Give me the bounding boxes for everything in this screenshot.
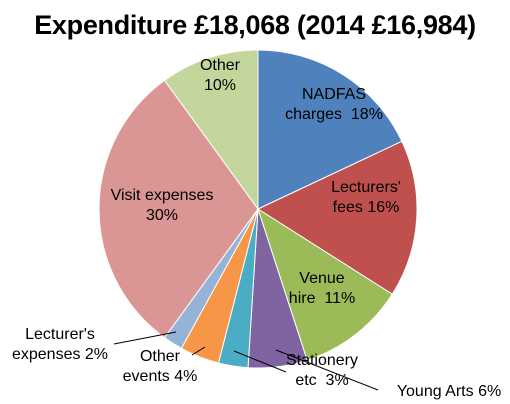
slice-label-5: Stationery etc 3% <box>286 352 358 389</box>
slice-label-1: NADFAS charges 18% <box>285 86 383 123</box>
chart-title: Expenditure £18,068 (2014 £16,984) <box>34 10 476 40</box>
slice-label-9: Other 10% <box>200 57 241 94</box>
pie-slice-1 <box>257 49 403 210</box>
slice-label-6: Other events 4% <box>123 348 198 385</box>
leader-line-6 <box>191 346 206 356</box>
pie-slice-3 <box>257 207 393 361</box>
slice-label-3: Venue hire 11% <box>289 270 355 307</box>
leader-line-4 <box>275 349 379 391</box>
leader-line-7 <box>113 331 177 345</box>
slice-label-4: Young Arts 6% <box>397 383 501 400</box>
slice-label-2: Lecturers' fees 16% <box>331 179 401 216</box>
slice-label-8: Visit expenses 30% <box>111 187 214 224</box>
leader-line-5 <box>233 350 287 373</box>
slice-label-7: Lecturer's expenses 2% <box>12 326 108 363</box>
pie-slice-2 <box>256 140 418 295</box>
pie-slice-9 <box>163 49 259 211</box>
pie-slice-8 <box>98 79 259 339</box>
